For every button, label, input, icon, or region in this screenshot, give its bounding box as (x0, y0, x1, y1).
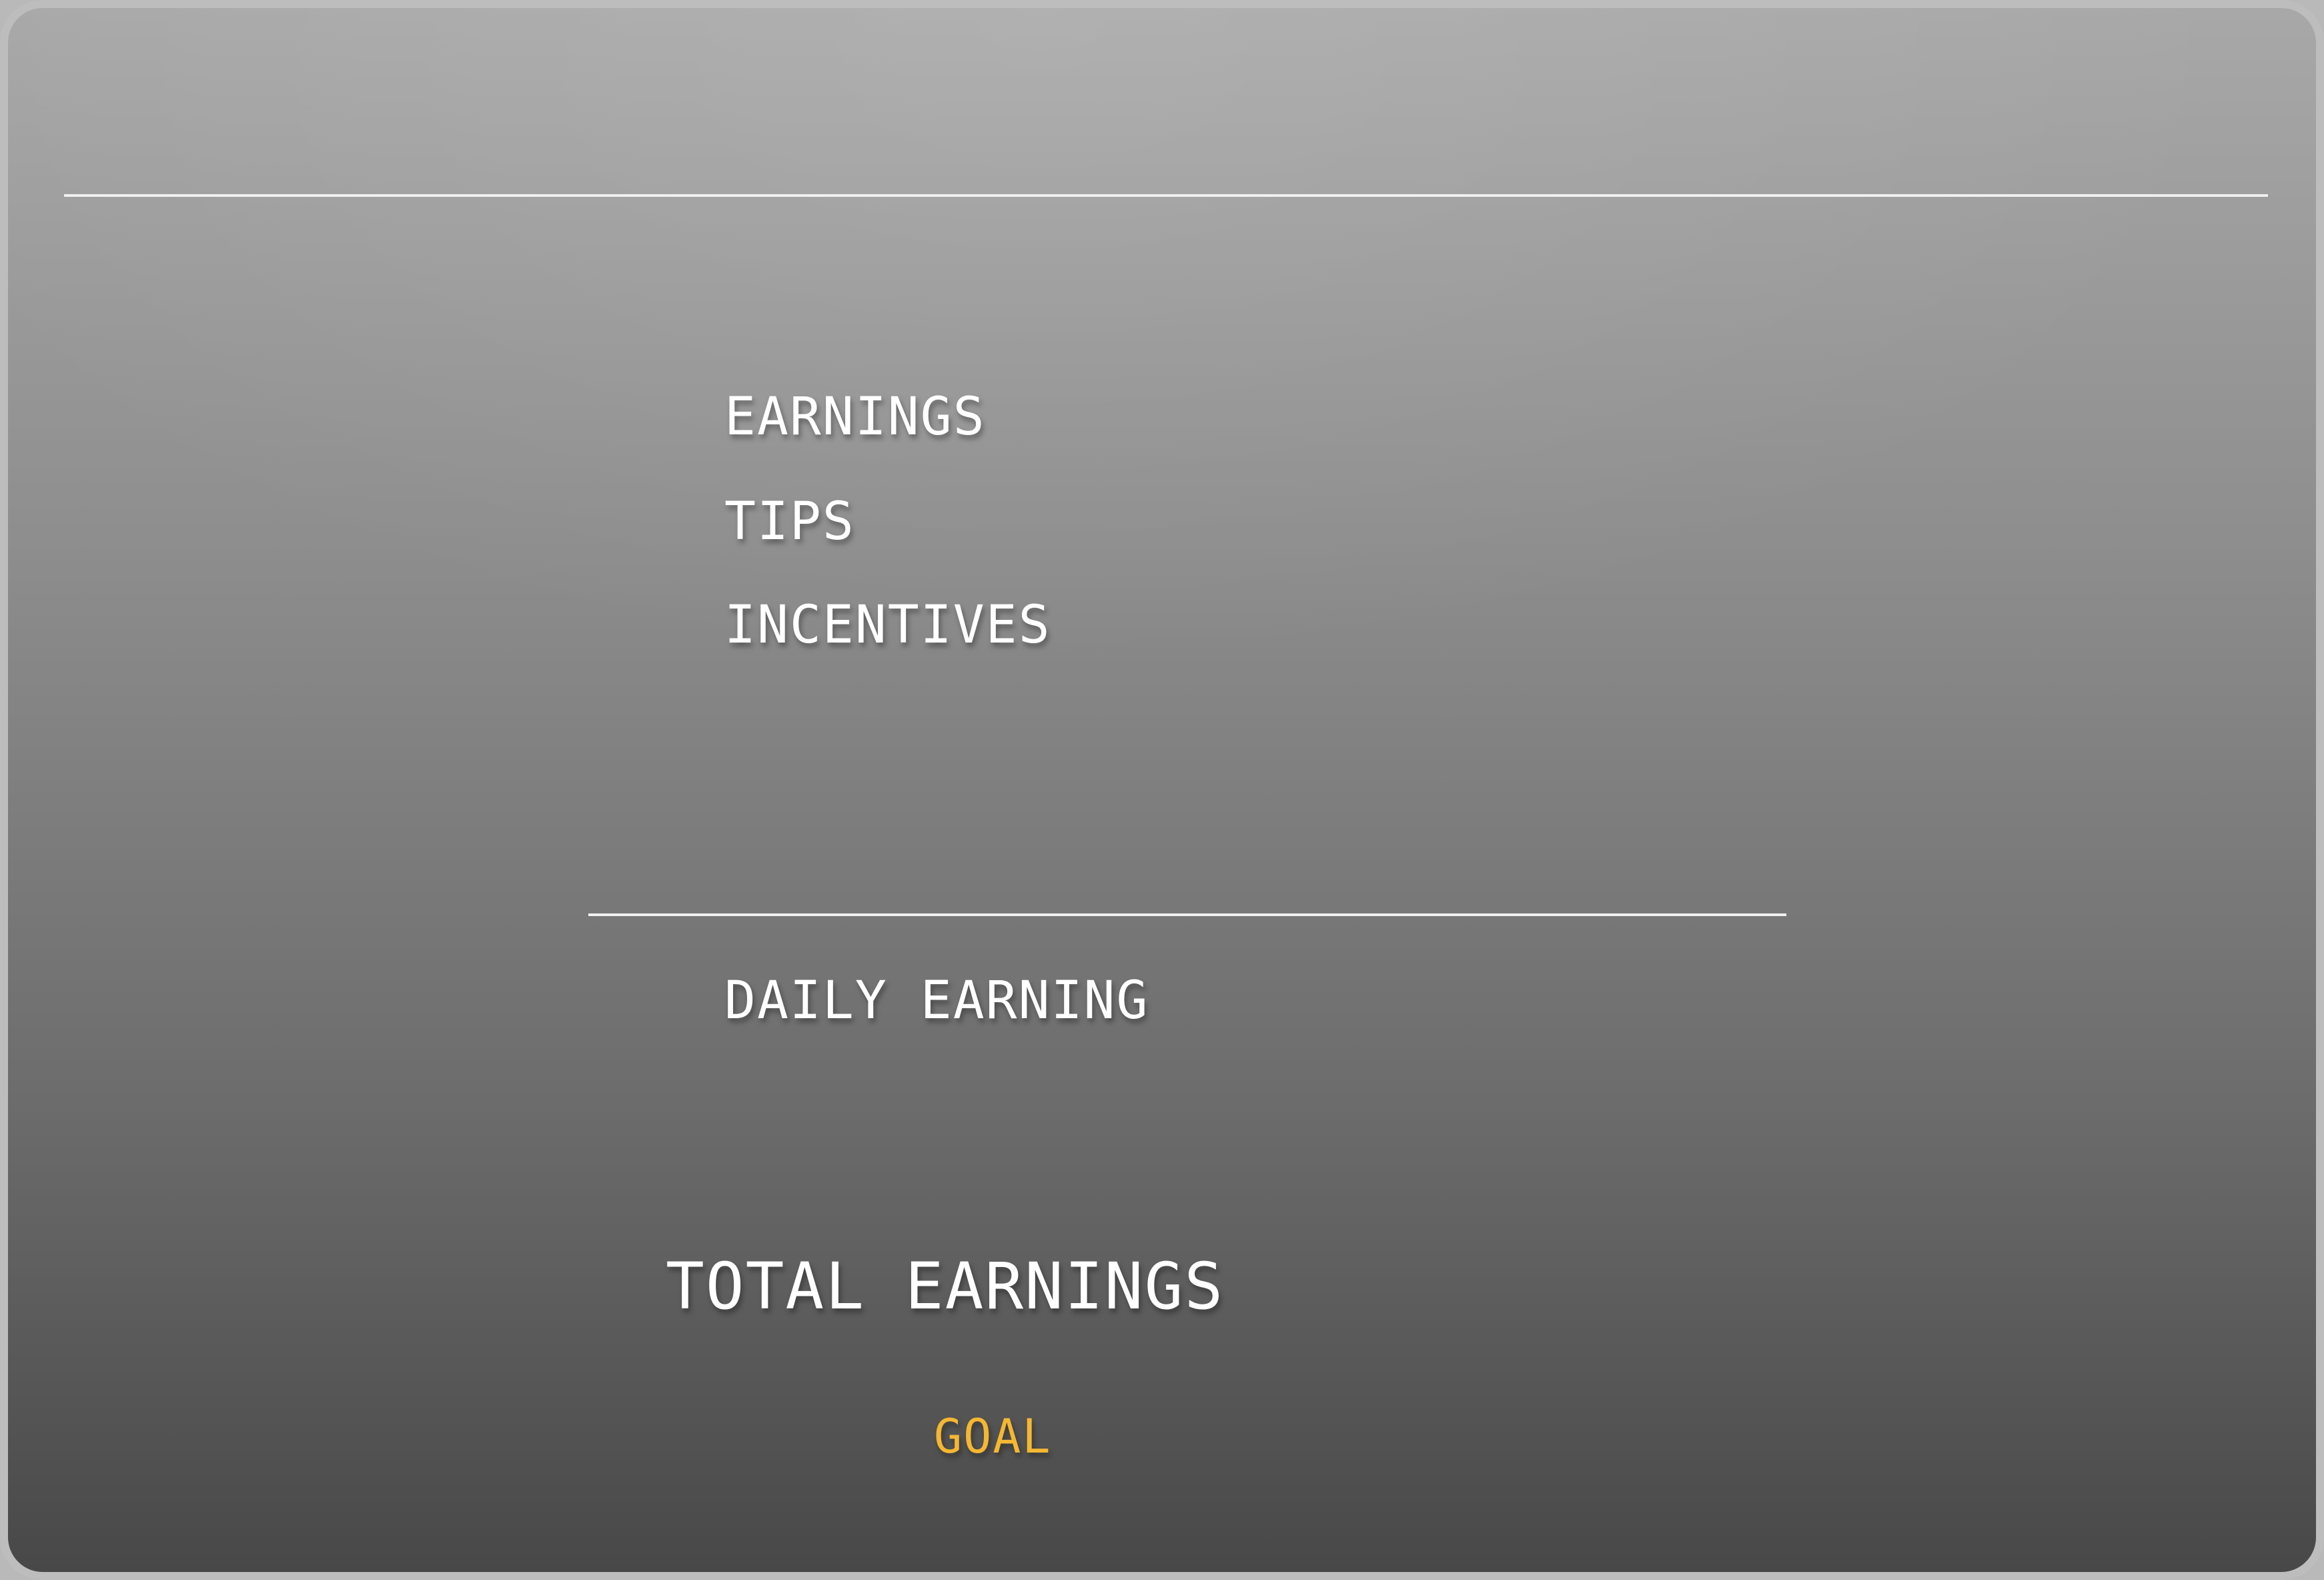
incentives-label: INCENTIVES (724, 595, 1051, 655)
total-earnings-label: TOTAL EARNINGS (666, 1249, 1225, 1324)
earnings-label: EARNINGS (724, 387, 986, 447)
top-divider (64, 194, 2268, 197)
tips-label: TIPS (724, 492, 855, 552)
summary-divider (588, 913, 1786, 916)
daily-earning-label: DAILY EARNING (724, 971, 1149, 1031)
goal-label: GOAL (934, 1409, 1052, 1464)
